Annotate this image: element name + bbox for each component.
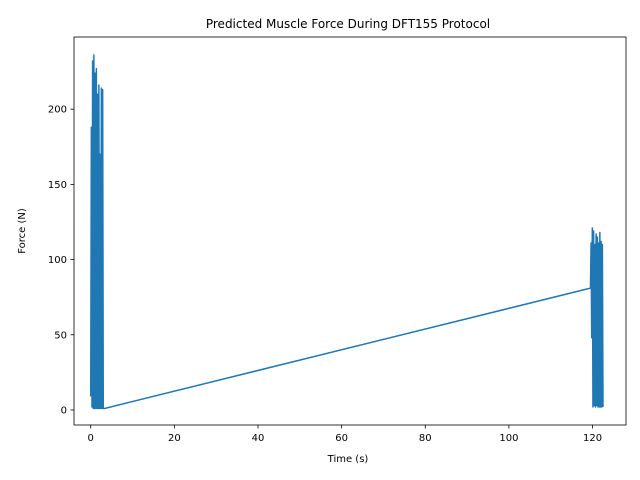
data-point bbox=[598, 242, 599, 243]
x-tick-label: 20 bbox=[168, 433, 181, 444]
data-point bbox=[590, 288, 591, 289]
data-point bbox=[103, 408, 104, 409]
data-point bbox=[100, 408, 101, 409]
plot-frame bbox=[73, 36, 627, 426]
data-point bbox=[599, 406, 600, 407]
data-point bbox=[93, 408, 94, 409]
data-point bbox=[596, 233, 597, 234]
data-point bbox=[601, 241, 602, 242]
data-point bbox=[601, 406, 602, 407]
data-point bbox=[94, 408, 95, 409]
y-tick-label: 50 bbox=[54, 330, 67, 341]
y-tick-label: 200 bbox=[48, 105, 67, 116]
data-point bbox=[596, 405, 597, 406]
x-tick-label: 100 bbox=[499, 433, 518, 444]
data-point bbox=[98, 408, 99, 409]
y-tick-label: 0 bbox=[61, 405, 67, 416]
x-tick-label: 120 bbox=[583, 433, 602, 444]
data-point bbox=[599, 232, 600, 233]
x-tick-label: 0 bbox=[88, 433, 94, 444]
data-point bbox=[91, 127, 92, 128]
data-point bbox=[97, 94, 98, 95]
data-point bbox=[597, 236, 598, 237]
data-point bbox=[95, 72, 96, 73]
data-point bbox=[597, 406, 598, 407]
data-point bbox=[99, 408, 100, 409]
data-point bbox=[593, 230, 594, 231]
data-point bbox=[98, 85, 99, 86]
data-point bbox=[594, 244, 595, 245]
data-point bbox=[102, 89, 103, 90]
data-point bbox=[594, 405, 595, 406]
ticks-layer: 0 20 40 60 80 100 120 0 50 100 150 200 bbox=[48, 105, 602, 444]
data-point bbox=[92, 60, 93, 61]
data-point bbox=[602, 406, 603, 407]
force-series-line bbox=[89, 54, 604, 410]
data-point bbox=[96, 408, 97, 409]
data-point bbox=[95, 408, 96, 409]
x-tick-label: 80 bbox=[419, 433, 432, 444]
data-point bbox=[600, 406, 601, 407]
data-point bbox=[591, 337, 592, 338]
data-point bbox=[592, 227, 593, 228]
data-point bbox=[602, 244, 603, 245]
x-axis-label: Time (s) bbox=[327, 454, 369, 465]
data-point bbox=[90, 396, 91, 397]
y-tick-label: 150 bbox=[48, 180, 67, 191]
data-point bbox=[590, 242, 591, 243]
data-point bbox=[100, 154, 101, 155]
data-point bbox=[101, 408, 102, 409]
data-point bbox=[91, 406, 92, 407]
data-point bbox=[93, 54, 94, 55]
data-point bbox=[101, 88, 102, 89]
data-point bbox=[104, 408, 105, 409]
x-tick-label: 40 bbox=[252, 433, 265, 444]
y-tick-label: 100 bbox=[48, 255, 67, 266]
data-point bbox=[96, 68, 97, 69]
data-point bbox=[595, 406, 596, 407]
x-tick-label: 60 bbox=[335, 433, 348, 444]
data-point bbox=[592, 406, 593, 407]
series-layer bbox=[89, 54, 604, 410]
plot-area bbox=[74, 37, 626, 425]
chart-title: Predicted Muscle Force During DFT155 Pro… bbox=[206, 17, 490, 31]
y-axis-label: Force (N) bbox=[17, 208, 28, 254]
